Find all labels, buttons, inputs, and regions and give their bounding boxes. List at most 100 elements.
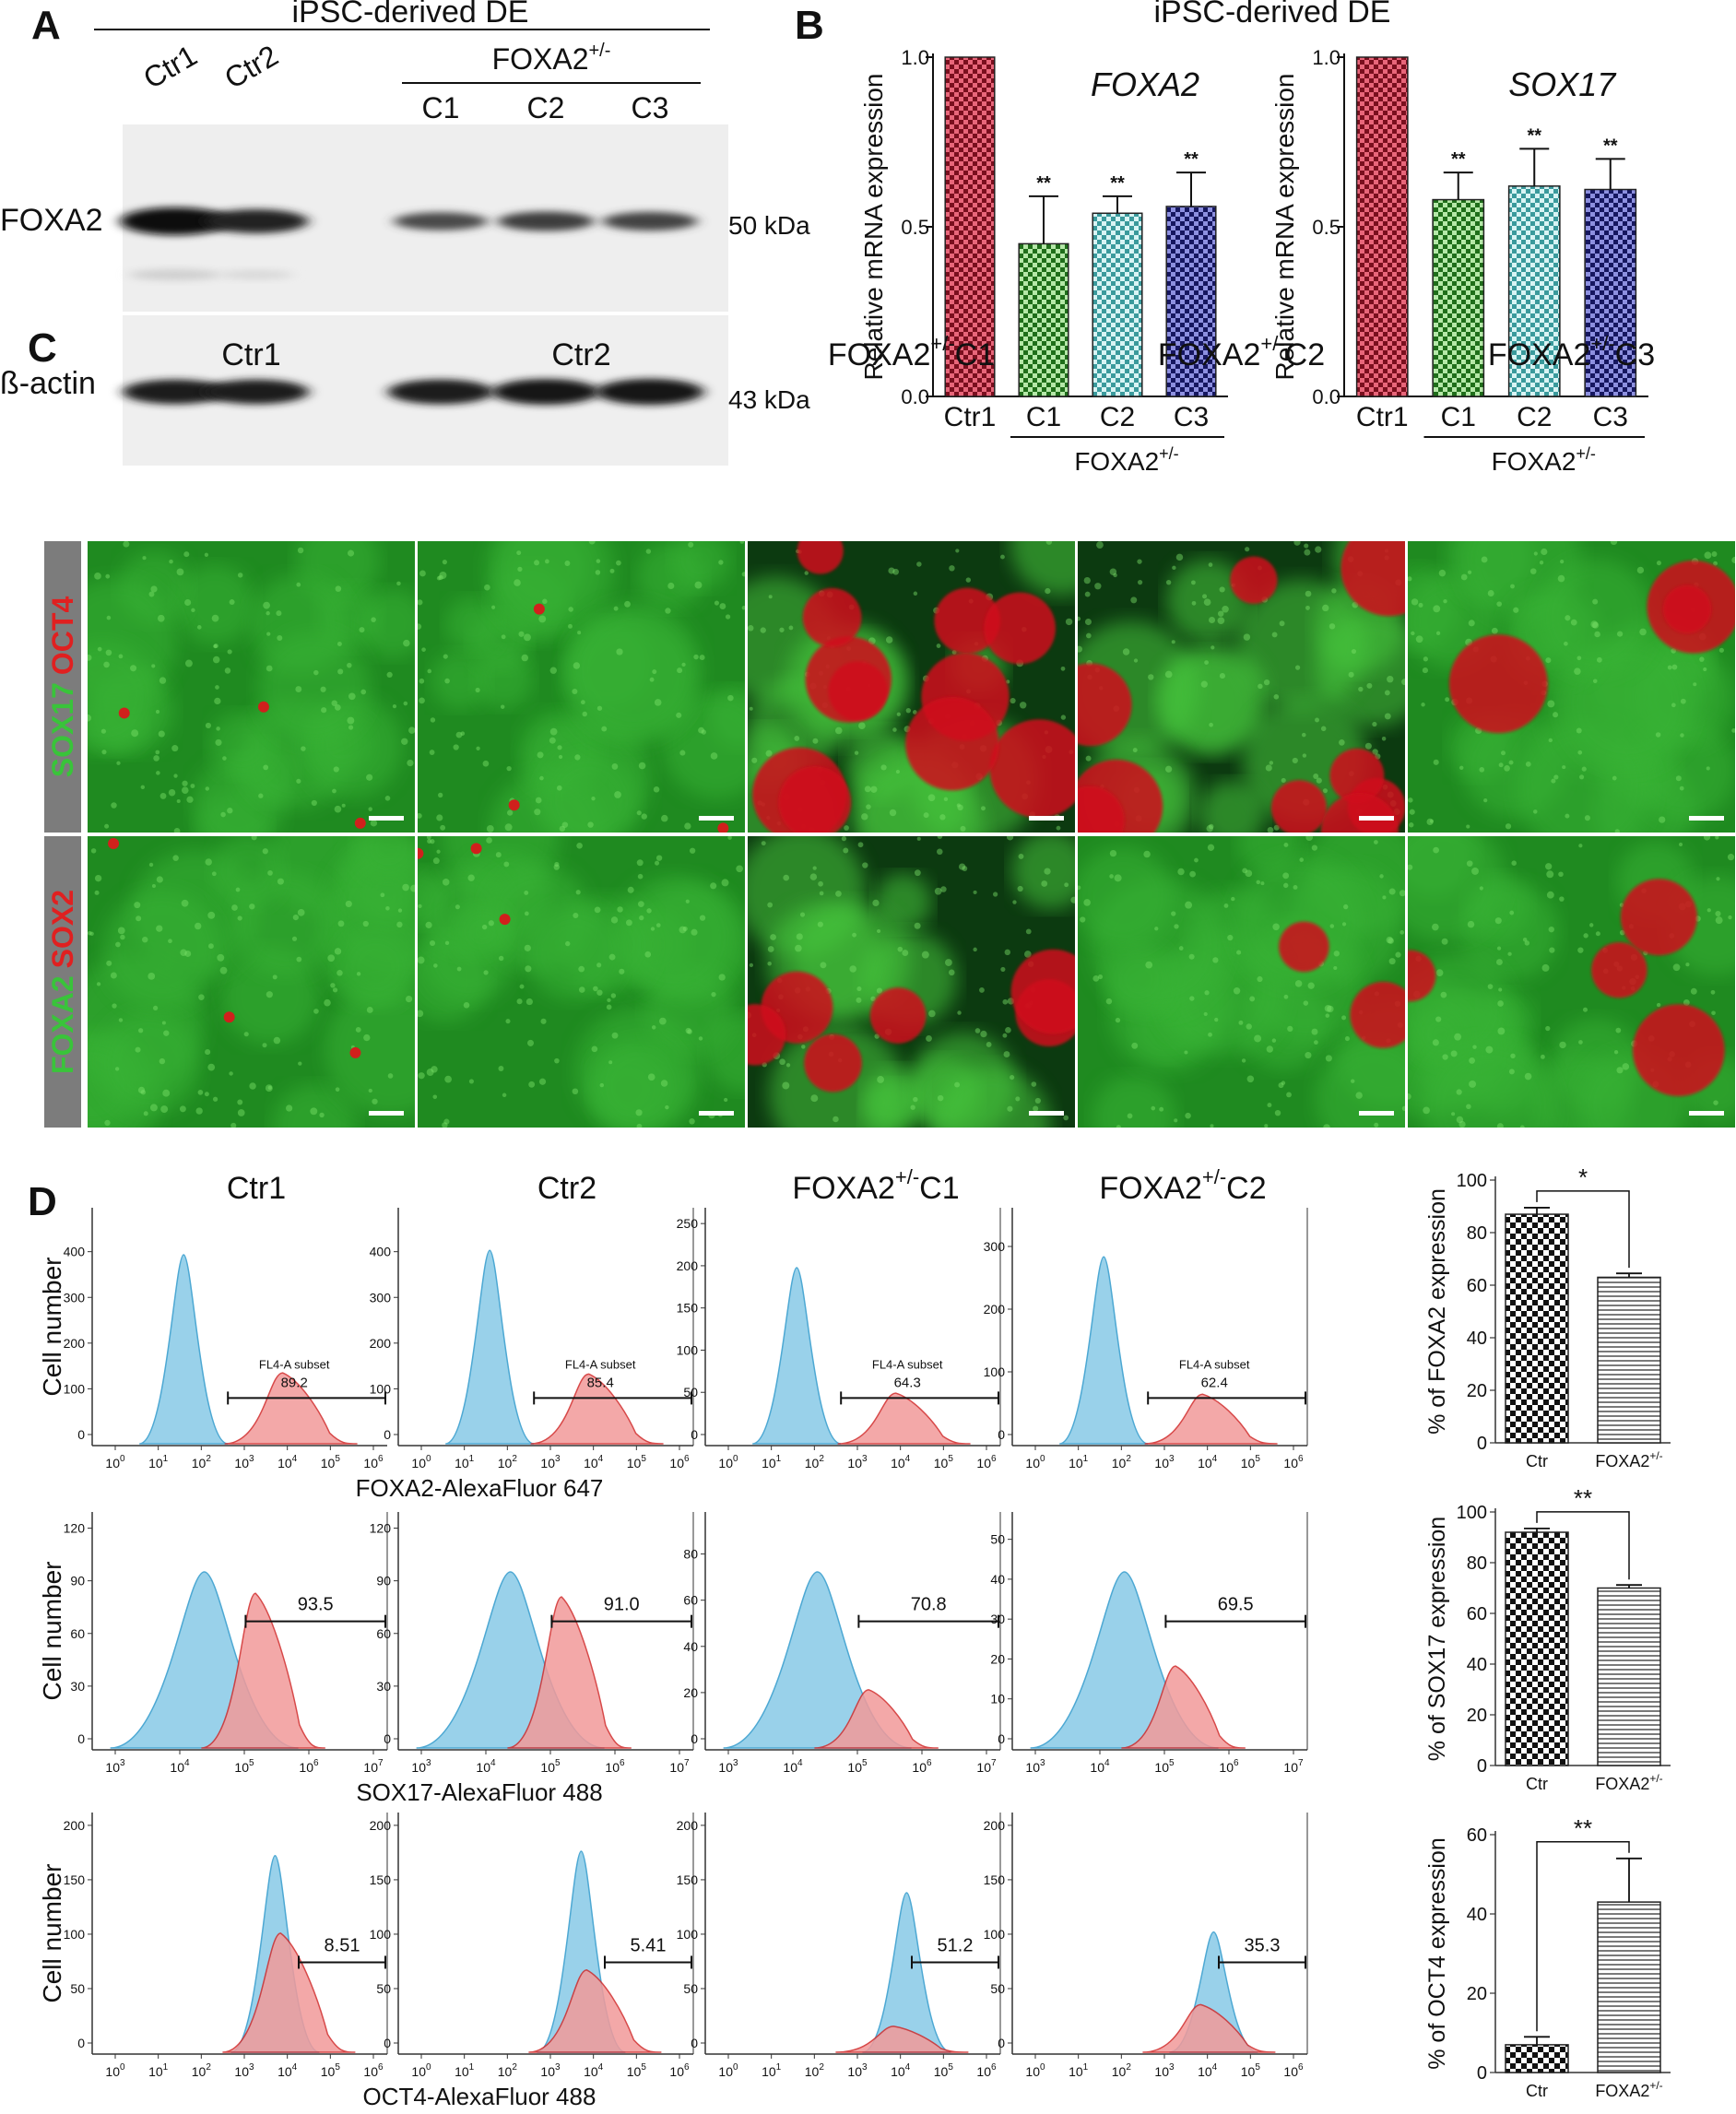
cell-nucleus	[103, 661, 110, 668]
cell-nucleus	[524, 944, 531, 951]
cell-nucleus	[227, 649, 232, 655]
cell-nucleus	[168, 788, 176, 797]
cell-nucleus	[1130, 596, 1138, 604]
cell-nucleus	[1727, 854, 1735, 861]
cell-nucleus	[760, 627, 766, 633]
cell-nucleus	[721, 879, 729, 887]
cell-nucleus	[870, 996, 876, 1002]
cell-nucleus	[498, 955, 504, 962]
cell-nucleus	[89, 931, 94, 936]
cell-nucleus	[1483, 797, 1488, 803]
log-exp: 0	[426, 1454, 431, 1464]
cell-nucleus	[505, 1019, 511, 1024]
cell-nucleus	[1305, 1051, 1312, 1059]
cell-nucleus	[111, 802, 117, 809]
hist-x-tick-label: 105	[934, 1454, 954, 1470]
log-exp: 3	[555, 2062, 561, 2073]
cell-nucleus	[526, 998, 533, 1006]
cell-nucleus	[524, 633, 531, 642]
cell-nucleus	[148, 972, 156, 980]
red-cell-cluster	[1078, 785, 1125, 833]
cell-nucleus	[418, 1010, 424, 1018]
cell-nucleus	[117, 927, 125, 935]
cell-nucleus	[500, 704, 505, 709]
log-base: 10	[718, 1456, 733, 1470]
cell-nucleus	[573, 662, 581, 669]
hist-x-tick-label: 101	[762, 2062, 782, 2079]
lane-label: C1	[422, 91, 460, 124]
cell-nucleus	[1271, 632, 1278, 638]
cell-nucleus	[916, 561, 922, 567]
red-cell-cluster	[869, 987, 927, 1044]
y-tick-label: 0.0	[901, 385, 929, 408]
cell-nucleus	[1219, 673, 1225, 679]
log-exp: 5	[948, 1454, 953, 1464]
cell-nucleus	[1333, 965, 1338, 971]
cell-nucleus	[173, 828, 181, 833]
panel-d-column-headers: Ctr1 Ctr2 FOXA2+/-C1 FOXA2+/-C2	[227, 1165, 1267, 1206]
green-cell-cluster	[1235, 579, 1367, 711]
red-cell	[717, 822, 729, 833]
cell-nucleus	[1311, 1028, 1318, 1035]
column-header: Ctr1	[221, 337, 280, 372]
blot-band	[203, 379, 310, 405]
cell-nucleus	[401, 738, 408, 745]
hist-x-label: SOX17-AlexaFluor 488	[356, 1778, 602, 1806]
cell-nucleus	[137, 1086, 146, 1094]
cell-nucleus	[572, 688, 578, 695]
red-cell	[508, 799, 520, 811]
log-exp: 5	[1255, 1454, 1260, 1464]
cell-nucleus	[645, 549, 652, 554]
cell-nucleus	[197, 1090, 204, 1095]
cell-nucleus	[97, 646, 102, 652]
cell-nucleus	[1577, 750, 1583, 755]
cell-nucleus	[1533, 551, 1538, 556]
hist-x-tick-label: 101	[762, 1454, 782, 1470]
cell-nucleus	[1466, 824, 1470, 829]
cell-nucleus	[443, 654, 448, 659]
red-cell-cluster	[1329, 748, 1385, 803]
gate-subset-label: FL4-A subset	[872, 1357, 943, 1371]
flow-header-prefix: FOXA2	[792, 1171, 894, 1206]
red-cell-cluster	[1279, 921, 1329, 973]
bar-y-tick-label: 0	[1477, 1756, 1487, 1777]
cell-nucleus	[215, 685, 219, 690]
cell-nucleus	[442, 879, 450, 886]
red-cell-cluster	[1230, 556, 1278, 604]
cell-nucleus	[106, 960, 112, 966]
cell-nucleus	[1384, 713, 1391, 720]
hist-x-tick-label: 105	[321, 1454, 341, 1470]
cell-nucleus	[1578, 1040, 1583, 1045]
cell-nucleus	[834, 726, 843, 735]
log-exp: 7	[1298, 1758, 1304, 1768]
cell-nucleus	[1693, 682, 1697, 687]
cell-nucleus	[276, 610, 282, 617]
cell-nucleus	[1184, 1050, 1188, 1055]
log-exp: 5	[555, 1758, 561, 1768]
cell-nucleus	[835, 891, 842, 897]
row-label-red: SOX2	[46, 890, 79, 968]
cell-nucleus	[1194, 857, 1199, 863]
log-exp: 6	[1298, 1454, 1304, 1464]
cell-nucleus	[1411, 598, 1419, 606]
bar-x-label-text: FOXA2	[1595, 2082, 1649, 2100]
cell-nucleus	[1105, 998, 1113, 1005]
cell-nucleus	[767, 962, 772, 966]
cell-nucleus	[574, 754, 581, 761]
log-exp: 2	[1126, 2062, 1131, 2073]
cell-nucleus	[1034, 1097, 1041, 1104]
cell-nucleus	[212, 1096, 218, 1102]
cell-nucleus	[897, 946, 903, 952]
cell-nucleus	[1690, 987, 1697, 995]
row-label: SOX17OCT4	[46, 596, 79, 778]
log-base: 10	[455, 1456, 469, 1470]
cell-nucleus	[1273, 693, 1280, 700]
cell-nucleus	[1174, 1118, 1178, 1123]
cell-nucleus	[928, 1010, 936, 1018]
cell-nucleus	[1151, 1105, 1156, 1111]
log-base: 10	[1112, 1456, 1127, 1470]
cell-nucleus	[506, 765, 512, 772]
log-exp: 4	[598, 1454, 604, 1464]
bar	[944, 56, 996, 397]
cell-nucleus	[1481, 556, 1488, 563]
